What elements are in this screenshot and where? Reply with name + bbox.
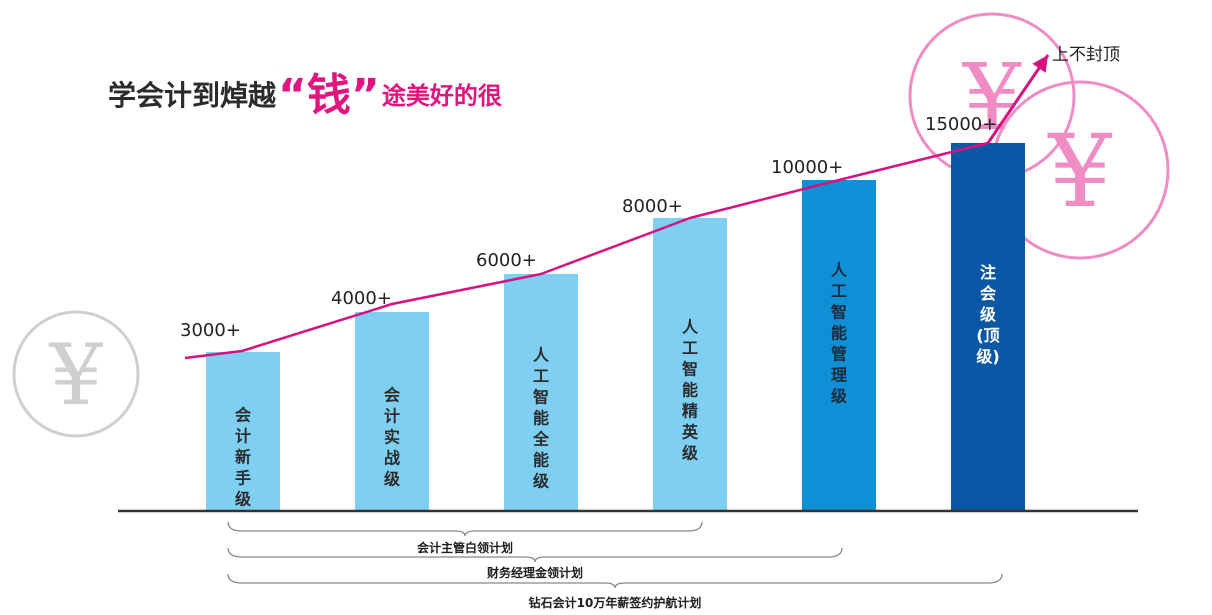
bar-category-label: 人工智能管理级 [831, 261, 848, 406]
data-label: 10000+ [771, 157, 843, 178]
arrow-label: 上不封顶 [1052, 45, 1120, 65]
title-highlight: “钱” [278, 70, 380, 121]
yen-coin-pink-icon: ¥ [908, 12, 1076, 180]
yen-coin-gray-icon: ¥ [12, 310, 140, 438]
bar-group: 人工智能精英级 [653, 218, 727, 510]
trend-arrow-head [1032, 55, 1048, 73]
bar-category-label: 注会级(顶级) [976, 263, 999, 366]
bar [355, 312, 429, 510]
data-label: 6000+ [476, 250, 537, 271]
bar-category-label: 人工智能全能级 [532, 346, 550, 491]
plan-brace: 会计主管白领计划 [227, 521, 703, 555]
svg-text:¥: ¥ [962, 44, 1022, 151]
bar-category-label: 人工智能精英级 [681, 318, 699, 463]
bar [653, 218, 727, 510]
data-label: 4000+ [331, 288, 392, 309]
page-title: 学会计到焯越“钱”途美好的很 [108, 74, 502, 118]
data-label: 15000+ [925, 114, 997, 135]
bar-category-label: 会计新手级 [235, 406, 252, 509]
title-part2: 途美好的很 [381, 82, 502, 110]
bar-group: 会计实战级 [355, 312, 429, 510]
title-part1: 学会计到焯越 [108, 79, 277, 112]
bar [206, 352, 280, 510]
bar-group: 会计新手级 [206, 352, 280, 510]
bar-group: 人工智能全能级 [504, 274, 578, 510]
bar-group: 注会级(顶级) [951, 143, 1025, 510]
plan-label: 会计主管白领计划 [417, 540, 513, 555]
bar [802, 180, 876, 510]
bar [951, 143, 1025, 510]
trend-line [184, 141, 989, 360]
trend-arrow-shaft [986, 54, 1050, 144]
bar [504, 274, 578, 510]
plan-brace: 财务经理金领计划 [227, 547, 843, 580]
plan-label: 钻石会计10万年薪签约护航计划 [529, 595, 702, 610]
plan-brace: 钻石会计10万年薪签约护航计划 [227, 573, 1003, 610]
bar-category-label: 会计实战级 [384, 386, 401, 489]
plan-label: 财务经理金领计划 [486, 565, 583, 580]
svg-text:¥: ¥ [1047, 113, 1112, 230]
data-label: 8000+ [622, 196, 683, 217]
data-label: 3000+ [180, 320, 241, 341]
svg-text:¥: ¥ [48, 326, 103, 424]
bar-group: 人工智能管理级 [802, 180, 876, 510]
